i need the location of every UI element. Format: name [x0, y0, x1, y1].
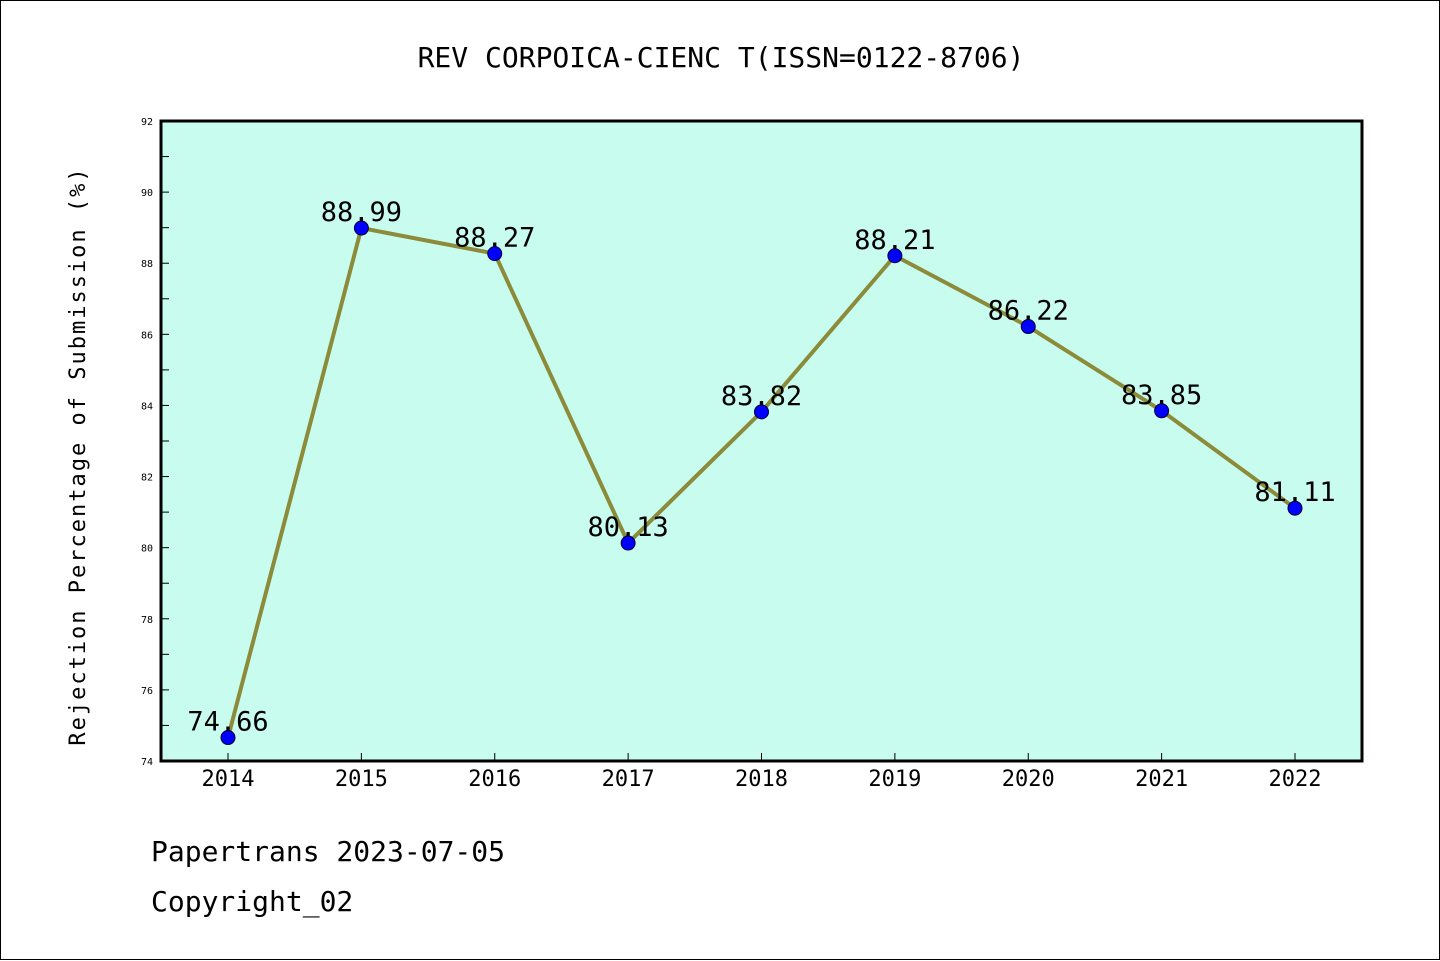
data-point: [1154, 403, 1170, 419]
x-tick-label: 2019: [868, 767, 921, 792]
source-note: Papertrans 2023-07-05: [151, 835, 506, 868]
data-point: [220, 730, 236, 746]
data-point: [1020, 319, 1036, 335]
data-label: 86.22: [988, 296, 1069, 327]
data-point: [620, 535, 636, 551]
x-tick-label: 2021: [1135, 767, 1188, 792]
x-tick-label: 2015: [335, 767, 388, 792]
y-axis: 74 76 78 80 82 84 86 88 90 92: [141, 117, 169, 768]
data-point: [353, 220, 369, 236]
x-tick-label: 2022: [1269, 767, 1322, 792]
x-tick-label: 2014: [202, 767, 255, 792]
data-point: [887, 248, 903, 264]
copyright-note: Copyright_02: [151, 885, 354, 918]
data-label: 83.85: [1121, 380, 1202, 411]
y-tick-label: 88: [141, 259, 153, 270]
y-tick-label: 90: [141, 188, 153, 199]
data-point: [1287, 500, 1303, 516]
x-tick-label: 2017: [602, 767, 655, 792]
data-label: 88.99: [321, 197, 402, 228]
y-tick-label: 80: [141, 544, 153, 555]
data-point: [487, 246, 503, 262]
data-label: 88.21: [854, 225, 935, 256]
y-tick-label: 82: [141, 473, 153, 484]
y-axis-label: Rejection Percentage of Submission (%): [66, 166, 91, 745]
y-tick-label: 74: [141, 757, 153, 768]
data-label: 74.66: [187, 707, 268, 738]
x-axis: 2014 2015 2016 2017 2018 2019 2020 2021 2022: [202, 753, 1322, 792]
x-tick-label: 2016: [468, 767, 521, 792]
data-label: 83.82: [721, 381, 802, 412]
y-tick-label: 86: [141, 330, 153, 341]
y-tick-label: 84: [141, 401, 153, 412]
data-label: 80.13: [587, 512, 668, 543]
chart-title: REV CORPOICA-CIENC T(ISSN=0122-8706): [418, 41, 1025, 74]
data-point: [754, 404, 769, 420]
y-tick-label: 92: [141, 117, 153, 128]
data-label: 81.11: [1254, 477, 1335, 508]
data-label: 88.27: [454, 223, 535, 254]
x-tick-label: 2018: [735, 767, 788, 792]
y-tick-label: 78: [141, 615, 153, 626]
series-layer: 74.66 88.99 88.27 80.13 83.82 88.21 86.22 83.85…: [187, 197, 1336, 746]
x-tick-label: 2020: [1002, 767, 1055, 792]
y-tick-label: 76: [141, 686, 153, 697]
